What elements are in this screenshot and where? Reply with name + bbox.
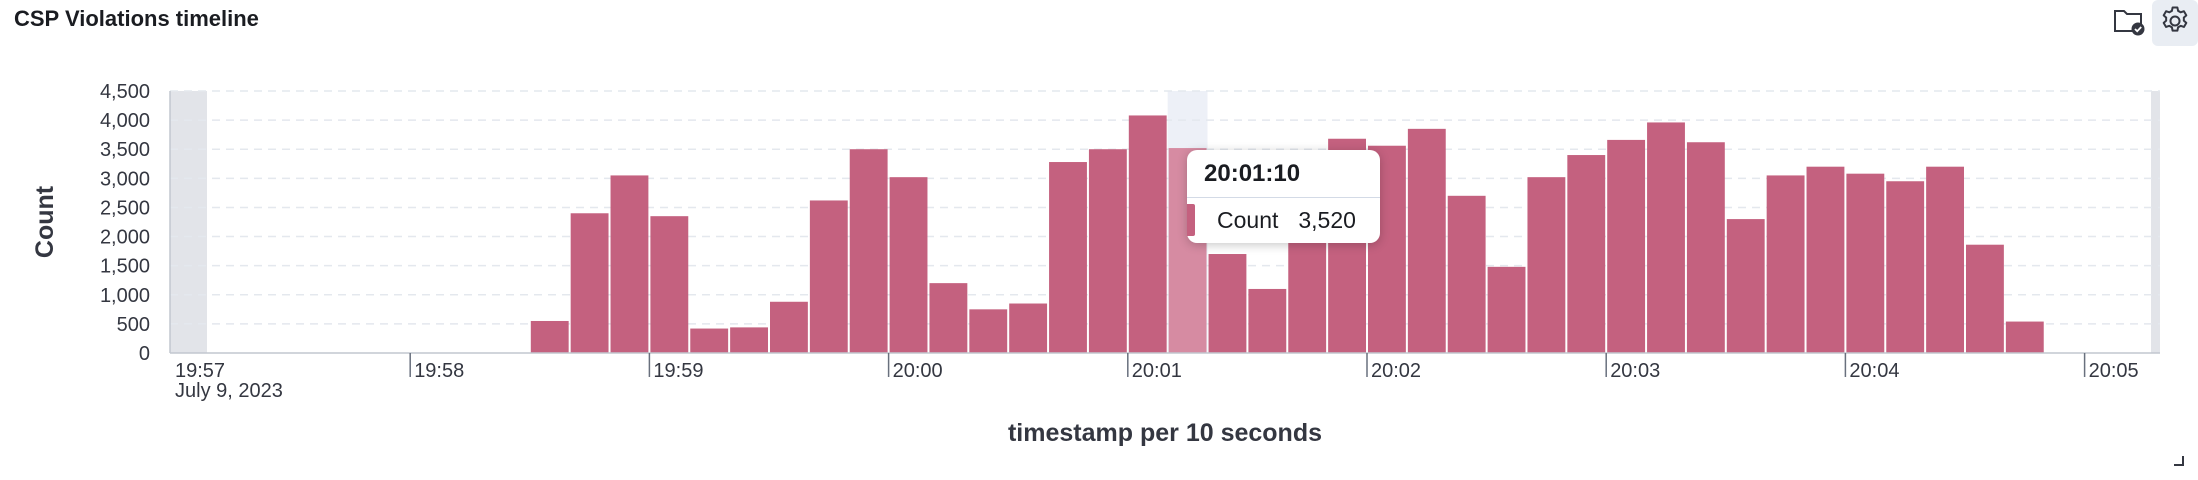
bar xyxy=(690,328,729,353)
tooltip-title: 20:01:10 xyxy=(1187,150,1380,198)
bar xyxy=(770,301,808,353)
y-tick-label: 4,000 xyxy=(100,110,150,132)
tooltip-label: Count xyxy=(1217,206,1279,233)
tooltip-swatch xyxy=(1187,204,1195,236)
bar xyxy=(1647,122,1685,353)
bar xyxy=(610,175,649,353)
bar xyxy=(1726,219,1765,353)
bar xyxy=(929,283,968,353)
out-of-range-start xyxy=(170,91,207,353)
panel-toolbar xyxy=(2106,0,2198,46)
bar xyxy=(2005,321,2044,353)
y-tick-label: 500 xyxy=(117,314,150,336)
y-tick-label: 2,000 xyxy=(100,227,150,249)
bar xyxy=(889,177,928,353)
bar xyxy=(570,213,609,353)
x-tick-label: 19:57 xyxy=(175,360,225,382)
bar xyxy=(1806,166,1845,353)
bar xyxy=(1009,303,1048,353)
bar xyxy=(1088,149,1127,353)
y-tick-label: 4,500 xyxy=(100,81,150,103)
bar xyxy=(650,216,689,353)
x-axis-title: timestamp per 10 seconds xyxy=(1008,419,1322,447)
folder-check-button[interactable] xyxy=(2106,0,2152,46)
out-of-range-end xyxy=(2151,91,2160,353)
tooltip-row: Count 3,520 xyxy=(1187,198,1380,242)
y-tick-label: 1,000 xyxy=(100,285,150,307)
x-tick-label: 20:05 xyxy=(2089,360,2139,382)
chart-tooltip: 20:01:10 Count 3,520 xyxy=(1187,150,1380,243)
y-tick-label: 1,500 xyxy=(100,256,150,278)
settings-button[interactable] xyxy=(2152,0,2198,46)
bar xyxy=(849,149,888,353)
bar xyxy=(1686,142,1725,353)
resize-handle[interactable] xyxy=(2174,456,2184,466)
bar xyxy=(1208,254,1247,353)
x-tick-label: 20:04 xyxy=(1849,360,1899,382)
x-tick-label: 20:02 xyxy=(1371,360,1421,382)
y-tick-label: 0 xyxy=(139,343,150,365)
bar xyxy=(1487,266,1526,353)
bar xyxy=(1049,162,1087,353)
bar xyxy=(1527,177,1566,353)
bar xyxy=(1886,181,1925,353)
y-axis-title: Count xyxy=(31,185,59,258)
x-tick-label: 20:00 xyxy=(893,360,943,382)
tooltip-value: 3,520 xyxy=(1298,206,1356,233)
bar xyxy=(1128,115,1167,353)
bar xyxy=(1607,139,1646,353)
bar xyxy=(1567,155,1606,353)
bar xyxy=(1447,195,1486,353)
y-tick-label: 3,500 xyxy=(100,139,150,161)
bar xyxy=(809,200,848,353)
bar xyxy=(1966,244,2004,353)
x-tick-label: 19:58 xyxy=(414,360,464,382)
bar xyxy=(1248,288,1287,353)
bar xyxy=(969,309,1008,353)
bar xyxy=(1846,173,1885,353)
x-tick-label: 20:03 xyxy=(1610,360,1660,382)
folder-check-icon xyxy=(2112,5,2146,42)
bar xyxy=(530,320,569,353)
bar xyxy=(730,327,768,353)
x-tick-label: 20:01 xyxy=(1132,360,1182,382)
x-tick-sublabel: July 9, 2023 xyxy=(175,380,283,402)
y-tick-label: 3,000 xyxy=(100,168,150,190)
bar xyxy=(1407,128,1446,353)
y-tick-label: 2,500 xyxy=(100,197,150,219)
x-tick-label: 19:59 xyxy=(653,360,703,382)
bar xyxy=(1926,166,1964,353)
panel-title: CSP Violations timeline xyxy=(14,6,259,31)
gear-icon xyxy=(2158,4,2192,43)
bar xyxy=(1766,175,1805,353)
